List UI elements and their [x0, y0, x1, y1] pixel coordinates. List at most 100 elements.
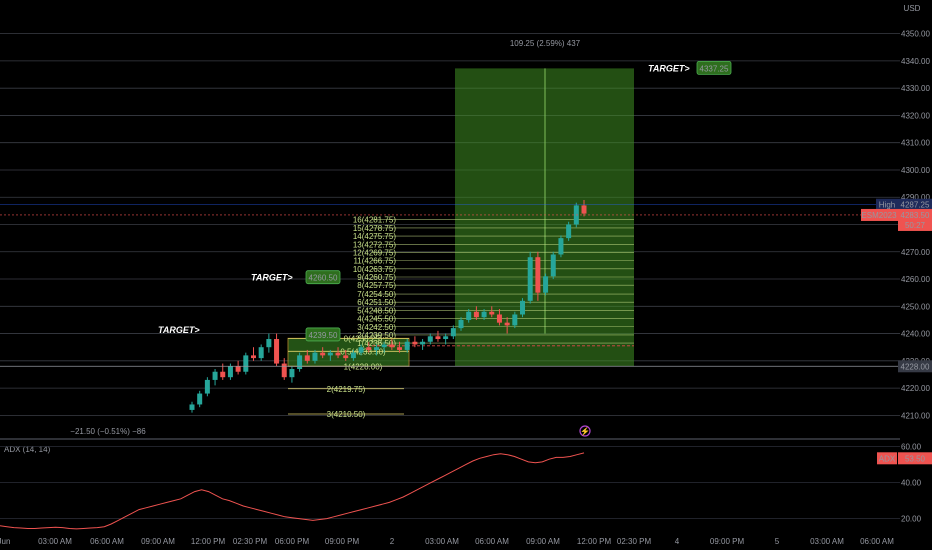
fib-label: 5(4248.50): [357, 306, 396, 315]
x-tick-label: 09:00 AM: [526, 537, 560, 546]
high-label: High: [879, 201, 895, 210]
y-tick-label: 4330.00: [901, 84, 930, 93]
adx-line: [0, 452, 585, 530]
x-tick-label: 02:30 PM: [233, 537, 268, 546]
candle-body: [381, 344, 387, 348]
y-tick-label: 4270.00: [901, 248, 930, 257]
candle-body: [250, 355, 256, 359]
candle-body: [204, 379, 210, 394]
candle-body: [366, 347, 372, 350]
candle-body: [235, 366, 241, 372]
x-tick-label: 06:00 AM: [475, 537, 509, 546]
fib-label: 4(4245.50): [357, 315, 396, 324]
fib-label: 9(4260.75): [357, 273, 396, 282]
candle-body: [274, 339, 280, 364]
lightning-icon: ⚡: [580, 426, 590, 436]
candle-body: [520, 300, 526, 315]
high-tag: [876, 198, 898, 211]
price-axis[interactable]: USD4210.004220.004230.004240.004250.0042…: [0, 4, 932, 420]
candle-body: [504, 322, 510, 326]
target-price-tag[interactable]: [305, 270, 341, 285]
candle-body: [304, 355, 310, 361]
x-tick-label: 5: [775, 537, 780, 546]
fib-label: 1(4236.50): [357, 339, 396, 348]
candle-body: [481, 311, 487, 318]
candle-body: [420, 341, 426, 345]
x-tick-label: 03:00 AM: [810, 537, 844, 546]
symbol-tag[interactable]: [861, 208, 898, 221]
candle-body: [327, 352, 333, 356]
candle-body: [266, 339, 272, 348]
measure-down-label: −21.50 (−0.51%) −86: [70, 427, 146, 436]
annotations: 109.25 (2.59%) 437 −21.50 (−0.51%) −86 TAR…: [70, 39, 732, 437]
adx-tick-label: 20.00: [901, 515, 922, 524]
candle-body: [473, 311, 479, 318]
candle-body: [289, 369, 295, 378]
candle-body: [581, 205, 587, 214]
fib-label: 6(4251.50): [357, 298, 396, 307]
y-tick-label: 4300.00: [901, 166, 930, 175]
candle-body: [550, 254, 556, 277]
y-tick-label: 4210.00: [901, 411, 930, 420]
last-price-value: 4283.50: [901, 211, 930, 220]
adx-tick-label: 40.00: [901, 479, 922, 488]
candle-body: [450, 328, 456, 337]
fib-label: 12(4269.75): [353, 248, 396, 257]
candle-body: [489, 311, 495, 315]
fib-label: 15(4278.75): [353, 224, 396, 233]
fib-label: 8(4257.75): [357, 281, 396, 290]
target-price-text: 4239.50: [309, 331, 338, 340]
support-value: 4228.00: [901, 362, 930, 371]
fib-label: 1(4228.00): [344, 362, 383, 371]
target-label: TARGET>: [648, 63, 690, 73]
candle-body: [358, 347, 364, 353]
x-tick-label: 09:00 PM: [710, 537, 745, 546]
x-tick-label: 06:00 AM: [860, 537, 894, 546]
fib-label: 0(4238.25): [344, 334, 383, 343]
adx-pane[interactable]: ADX (14, 14) 60.00 40.00 20.00 ADX 53.50: [0, 443, 932, 530]
x-tick-label: Jun: [0, 537, 10, 546]
event-icon[interactable]: [579, 425, 591, 437]
candle-body: [197, 393, 203, 405]
fib-label: 11(4266.75): [353, 257, 396, 266]
candle-body: [412, 341, 418, 345]
x-tick-label: 12:00 PM: [577, 537, 612, 546]
x-tick-label: 02:30 PM: [617, 537, 652, 546]
target-label: TARGET>: [251, 273, 293, 283]
fib-label: 3(4210.50): [327, 410, 366, 419]
candle-body: [220, 371, 226, 378]
fib-label: 2(4239.50): [357, 331, 396, 340]
candle-body: [458, 319, 464, 329]
candle-body: [243, 355, 249, 372]
y-tick-label: 4340.00: [901, 57, 930, 66]
adx-label: ADX: [879, 454, 896, 463]
y-tick-label: 4250.00: [901, 302, 930, 311]
x-tick-label: 12:00 PM: [191, 537, 226, 546]
fib-label: 14(4275.75): [353, 232, 396, 241]
fib-label: 2(4219.75): [327, 385, 366, 394]
candle-body: [212, 371, 218, 380]
fib-label: 10(4263.75): [353, 265, 396, 274]
support-tag: [898, 360, 932, 373]
target-price-tag[interactable]: [305, 327, 341, 342]
candle-body: [397, 347, 403, 350]
candle-body: [297, 355, 303, 370]
time-axis[interactable]: Jun 03:00 AM 06:00 AM 09:00 AM 12:00 PM 02:30…: [0, 537, 894, 546]
adx-value: 53.50: [905, 454, 926, 463]
candle-body: [350, 352, 356, 359]
fib-label: 16(4281.75): [353, 216, 396, 225]
adx-title[interactable]: ADX (14, 14): [4, 445, 51, 454]
candle-body: [435, 336, 441, 340]
x-tick-label: 09:00 AM: [141, 537, 175, 546]
candle-body: [566, 224, 572, 239]
high-value-tag: [898, 198, 932, 211]
candle-body: [512, 314, 518, 326]
candle-body: [258, 347, 264, 359]
candle-body: [281, 363, 287, 378]
candle-body: [427, 336, 433, 342]
y-tick-label: 4320.00: [901, 111, 930, 120]
x-tick-label: 06:00 PM: [275, 537, 310, 546]
target-price-tag[interactable]: [696, 60, 732, 75]
candle-body: [373, 347, 379, 350]
